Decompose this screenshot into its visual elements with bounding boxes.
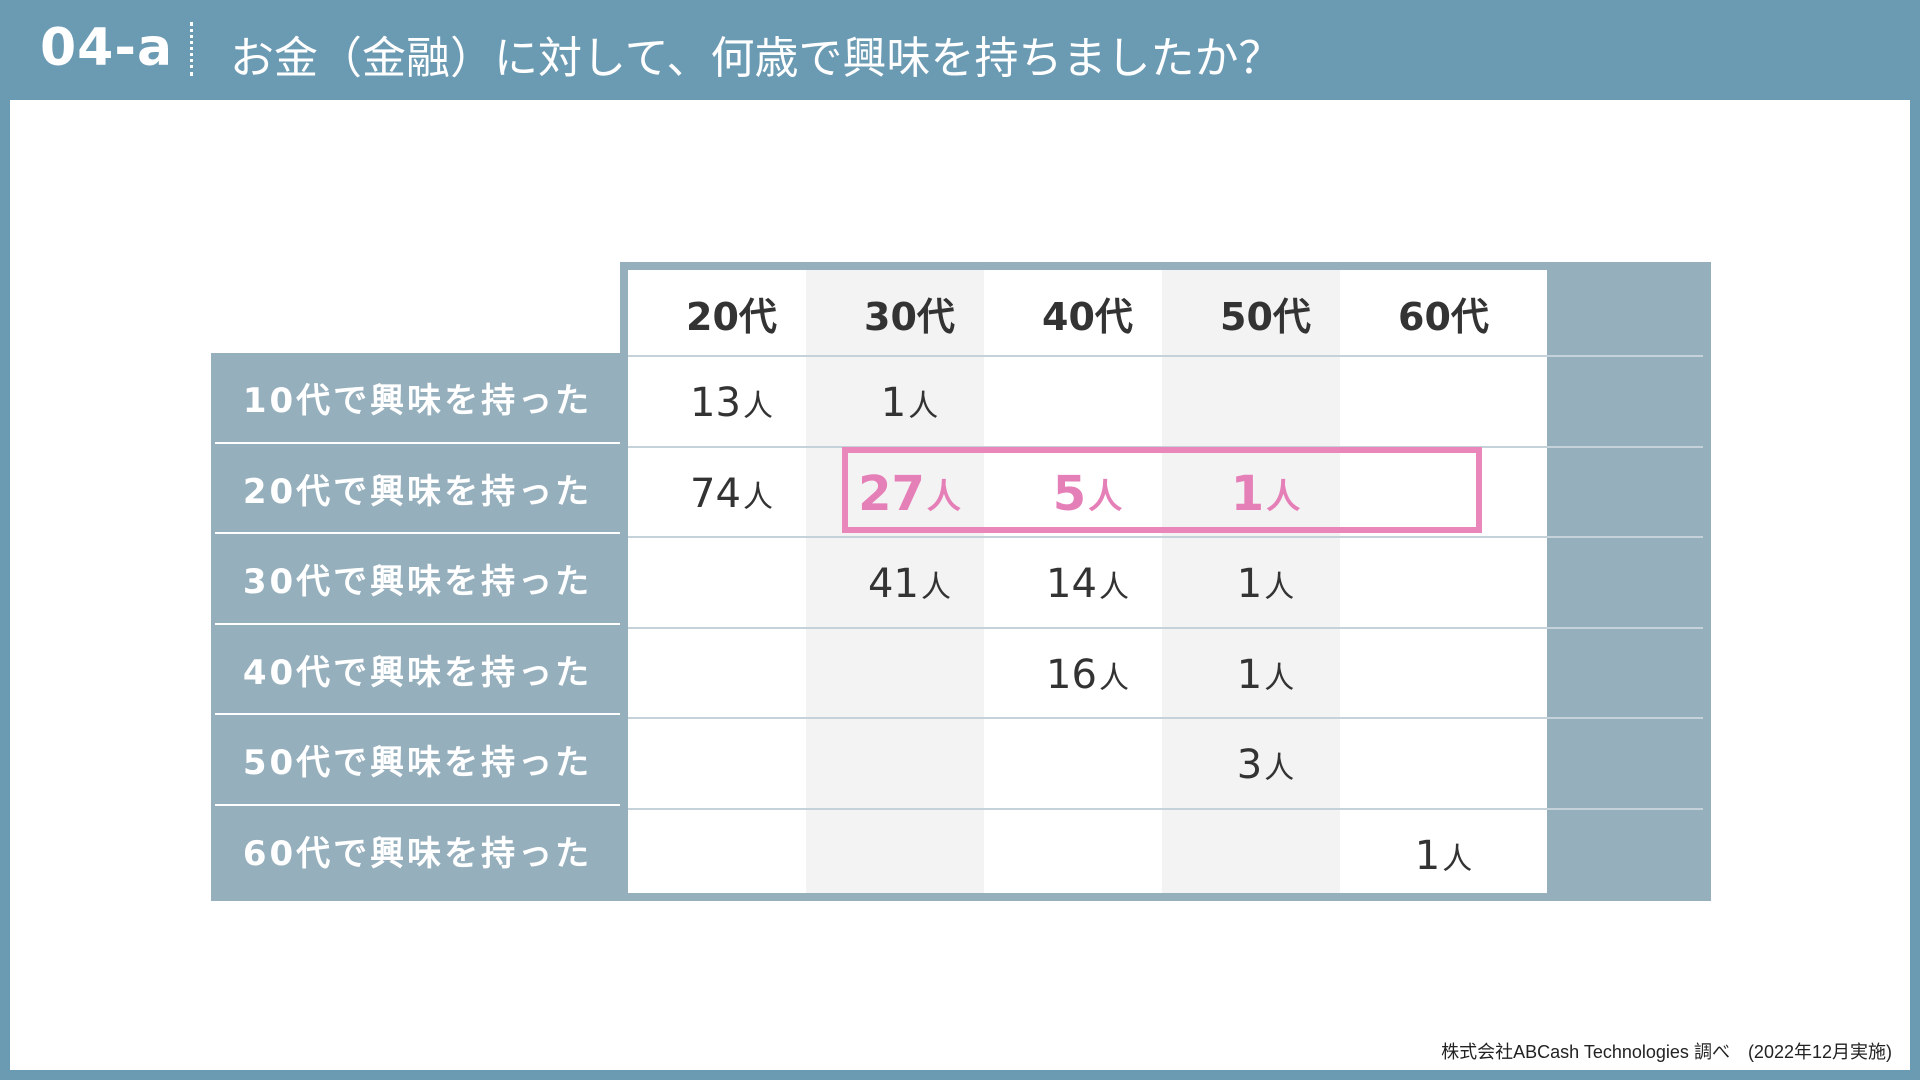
column-header: 40代 <box>1042 294 1133 339</box>
row-label-separator <box>215 532 624 534</box>
cell-value: 5 <box>1052 465 1087 522</box>
row-separator <box>628 627 1703 629</box>
column-header: 30代 <box>864 294 955 339</box>
table-column-bg <box>984 270 1191 893</box>
row-label-separator <box>215 713 624 715</box>
cell-unit: 人 <box>920 569 951 605</box>
row-label: 40代で興味を持った <box>242 653 593 693</box>
cell-value: 3 <box>1236 741 1263 788</box>
cell-unit: 人 <box>1264 660 1295 696</box>
cell-value: 74 <box>690 470 741 517</box>
cell-value: 1 <box>1414 832 1441 879</box>
row-separator <box>628 355 1703 357</box>
cell-value: 1 <box>880 379 907 426</box>
table-cell: 16 人 <box>984 630 1191 719</box>
cell-value: 14 <box>1046 560 1097 607</box>
cell-value: 27 <box>858 465 925 522</box>
cell-value: 1 <box>1230 465 1265 522</box>
table-cell: 41 人 <box>806 539 1013 628</box>
row-separator <box>628 808 1703 810</box>
table-cell: 27 人 <box>806 449 1013 538</box>
header-divider <box>190 22 193 76</box>
cell-unit: 人 <box>1266 477 1301 517</box>
header-bar: 04-a お金（金融）に対して、何歳で興味を持ちましたか？ <box>0 0 1920 100</box>
column-header: 20代 <box>686 294 777 339</box>
cell-unit: 人 <box>1264 750 1295 786</box>
row-label-separator <box>215 442 624 444</box>
table-column-bg <box>1340 270 1547 893</box>
cell-unit: 人 <box>1088 477 1123 517</box>
cell-unit: 人 <box>1264 569 1295 605</box>
row-label: 50代で興味を持った <box>242 743 593 783</box>
table-column-bg <box>1162 270 1369 893</box>
row-label: 10代で興味を持った <box>242 381 593 421</box>
cell-unit: 人 <box>1098 660 1129 696</box>
cell-unit: 人 <box>1442 841 1473 877</box>
table-cell: 74 人 <box>628 449 835 538</box>
results-table: 20代 30代 40代 50代 60代 13 人 1 人 74 人 27 人 5 人 1 人 41 人 14 人 1 人 16… <box>620 262 1711 901</box>
row-label-column: 10代で興味を持った 20代で興味を持った 30代で興味を持った 40代で興味を持った… <box>211 353 626 901</box>
row-label-separator <box>215 623 624 625</box>
row-separator <box>628 717 1703 719</box>
cell-value: 1 <box>1236 651 1263 698</box>
cell-value: 1 <box>1236 560 1263 607</box>
table-column-bg <box>806 270 1013 893</box>
row-label: 60代で興味を持った <box>242 834 593 874</box>
source-note: 株式会社ABCash Technologies 調べ (2022年12月実施) <box>1441 1042 1892 1062</box>
cell-value: 41 <box>868 560 919 607</box>
cell-unit: 人 <box>926 477 961 517</box>
row-label: 20代で興味を持った <box>242 472 593 512</box>
page-title: お金（金融）に対して、何歳で興味を持ちましたか？ <box>230 33 1283 84</box>
cell-unit: 人 <box>908 388 939 424</box>
question-code: 04-a <box>40 18 174 78</box>
cell-unit: 人 <box>742 388 773 424</box>
cell-value: 16 <box>1046 651 1097 698</box>
cell-unit: 人 <box>1098 569 1129 605</box>
column-header: 50代 <box>1220 294 1311 339</box>
cell-value: 13 <box>690 379 741 426</box>
row-label-separator <box>215 804 624 806</box>
table-cell: 14 人 <box>984 539 1191 628</box>
table-column-bg <box>628 270 835 893</box>
row-label: 30代で興味を持った <box>242 562 593 602</box>
column-header: 60代 <box>1398 294 1489 339</box>
cell-unit: 人 <box>742 479 773 515</box>
table-cell: 13 人 <box>628 358 835 447</box>
row-separator <box>628 536 1703 538</box>
